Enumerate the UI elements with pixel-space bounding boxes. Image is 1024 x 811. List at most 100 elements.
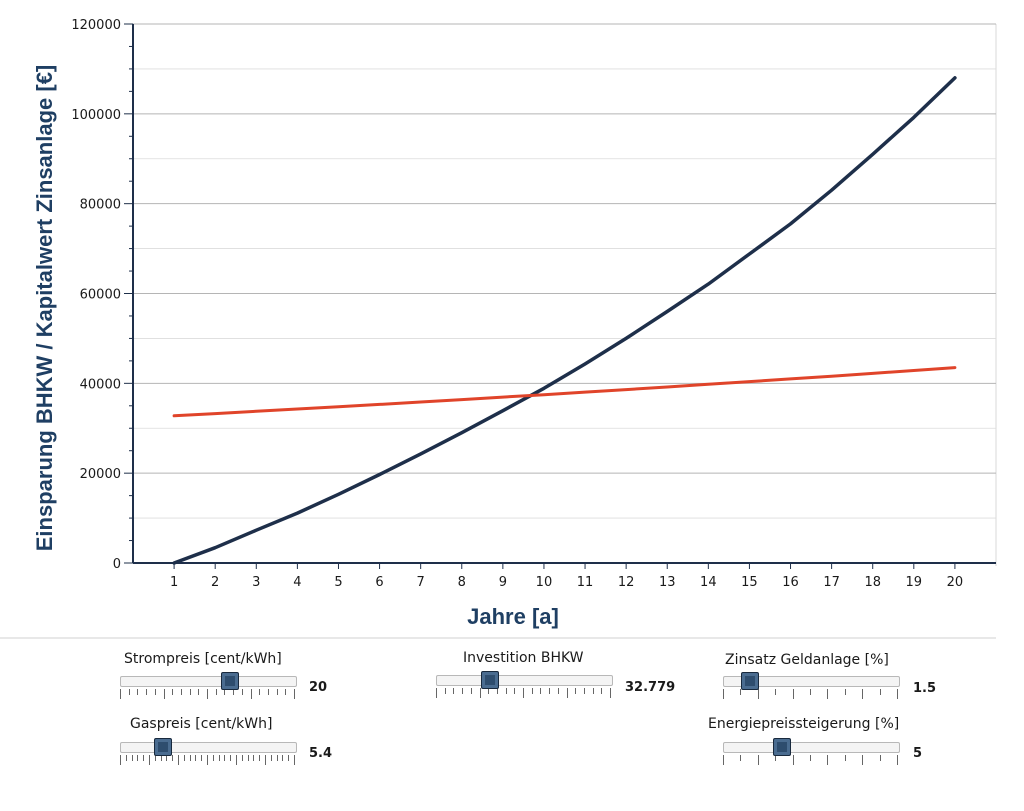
slider-tick xyxy=(224,689,225,695)
zinsatz-value: 1.5 xyxy=(913,681,937,696)
y-tick-label: 80000 xyxy=(80,198,121,213)
slider-tick xyxy=(480,688,481,698)
strompreis-thumb[interactable] xyxy=(220,672,239,690)
slider-tick xyxy=(862,755,863,765)
slider-tick xyxy=(268,689,269,695)
x-tick-label: 8 xyxy=(458,575,466,590)
strompreis-ticks xyxy=(120,689,295,699)
slider-tick xyxy=(224,755,225,761)
series-line-1 xyxy=(172,76,957,565)
gaspreis-ticks xyxy=(120,755,295,765)
x-tick-label: 10 xyxy=(536,575,553,590)
slider-tick xyxy=(282,755,283,761)
gaspreis-track[interactable] xyxy=(120,742,297,753)
slider-tick xyxy=(242,755,243,761)
slider-tick xyxy=(827,755,828,765)
slider-tick xyxy=(155,755,156,761)
slider-tick xyxy=(532,688,533,694)
slider-tick xyxy=(207,689,208,699)
slider-tick xyxy=(230,755,231,761)
slider-tick xyxy=(740,689,741,695)
slider-tick xyxy=(810,689,811,695)
slider-tick xyxy=(549,688,550,694)
slider-tick xyxy=(120,689,121,699)
slider-tick xyxy=(137,755,138,761)
slider-tick xyxy=(471,688,472,694)
slider-tick xyxy=(201,755,202,761)
slider-tick xyxy=(184,755,185,761)
zinsatz-thumb[interactable] xyxy=(741,672,760,690)
y-tick-label: 20000 xyxy=(80,467,121,482)
x-tick-label: 2 xyxy=(211,575,219,590)
grid xyxy=(133,23,996,564)
slider-tick xyxy=(126,755,127,761)
x-tick-label: 1 xyxy=(170,575,178,590)
slider-tick xyxy=(506,688,507,694)
x-tick-label: 15 xyxy=(741,575,758,590)
x-tick-label: 12 xyxy=(618,575,635,590)
investition-value: 32.779 xyxy=(625,680,676,695)
y-axis-title: Einsparung BHKW / Kapitalwert Zinsanlage… xyxy=(32,65,57,552)
y-tick-label: 100000 xyxy=(71,108,121,123)
slider-tick xyxy=(775,755,776,761)
slider-tick xyxy=(181,689,182,695)
slider-tick xyxy=(251,689,252,699)
slider-tick xyxy=(462,688,463,694)
x-tick-label: 14 xyxy=(700,575,717,590)
gaspreis-thumb[interactable] xyxy=(154,738,172,756)
energiepreis-thumb[interactable] xyxy=(772,738,791,756)
slider-tick xyxy=(271,755,272,761)
energiepreis-label: Energiepreissteigerung [%] xyxy=(708,716,900,732)
slider-tick xyxy=(593,688,594,694)
energiepreis-track[interactable] xyxy=(723,742,900,753)
slider-tick xyxy=(810,755,811,761)
slider-tick xyxy=(155,689,156,695)
slider-tick xyxy=(285,689,286,695)
slider-tick xyxy=(213,755,214,761)
energiepreis-ticks xyxy=(723,755,898,765)
slider-tick xyxy=(253,755,254,761)
slider-tick xyxy=(166,755,167,761)
slider-tick xyxy=(601,688,602,694)
x-tick-label: 18 xyxy=(864,575,881,590)
slider-tick xyxy=(897,689,898,699)
slider-tick xyxy=(277,689,278,695)
slider-tick xyxy=(514,688,515,694)
slider-tick xyxy=(242,689,243,695)
investition-track[interactable] xyxy=(436,675,613,686)
slider-tick xyxy=(294,755,295,765)
y-tick-label: 0 xyxy=(113,557,121,572)
slider-tick xyxy=(775,689,776,695)
slider-tick xyxy=(143,755,144,761)
slider-tick xyxy=(862,689,863,699)
slider-tick xyxy=(845,755,846,761)
slider-tick xyxy=(288,755,289,761)
investition-thumb[interactable] xyxy=(480,671,499,689)
zinsatz-label: Zinsatz Geldanlage [%] xyxy=(725,652,889,668)
x-tick-label: 9 xyxy=(499,575,507,590)
zinsatz-ticks xyxy=(723,689,898,699)
slider-tick xyxy=(172,755,173,761)
investition-label: Investition BHKW xyxy=(463,650,584,666)
slider-tick xyxy=(236,755,237,765)
slider-tick xyxy=(190,755,191,761)
slider-tick xyxy=(216,689,217,695)
x-tick-label: 5 xyxy=(334,575,342,590)
slider-tick xyxy=(132,755,133,761)
strompreis-track[interactable] xyxy=(120,676,297,687)
slider-tick xyxy=(488,688,489,694)
slider-tick xyxy=(575,688,576,694)
x-tick-label: 20 xyxy=(947,575,964,590)
slider-tick xyxy=(827,689,828,699)
slider-tick xyxy=(233,689,234,695)
investition-ticks xyxy=(436,688,611,698)
zinsatz-track[interactable] xyxy=(723,676,900,687)
slider-tick xyxy=(190,689,191,695)
slider-tick xyxy=(558,688,559,694)
slider-tick xyxy=(540,688,541,694)
plot-background xyxy=(0,0,1024,650)
slider-tick xyxy=(219,755,220,761)
slider-tick xyxy=(207,755,208,765)
slider-tick xyxy=(198,689,199,695)
